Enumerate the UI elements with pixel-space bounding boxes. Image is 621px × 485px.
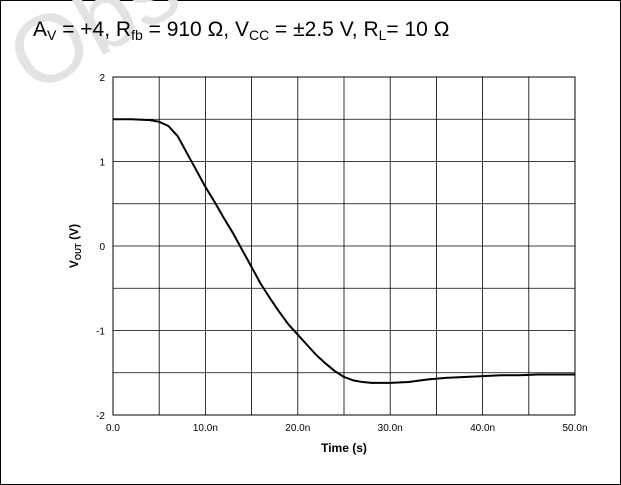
y-axis-title-main: V — [67, 260, 81, 268]
grid-lines — [112, 76, 576, 416]
x-tick-label: 40.0n — [470, 423, 495, 434]
y-tick-label: -1 — [96, 327, 105, 338]
y-tick-label: 0 — [99, 242, 105, 253]
y-tick-label: -2 — [96, 411, 105, 422]
title-av-label: A — [33, 18, 48, 41]
title-rfb-sub: fb — [131, 27, 143, 43]
y-tick-labels: -2 -1 0 1 2 — [96, 73, 105, 422]
chart-title: AV = +4, Rfb = 910 Ω, VCC = ±2.5 V, RL= … — [33, 18, 449, 43]
title-rfb-label: R — [115, 18, 132, 41]
title-rl-label: R — [363, 18, 379, 41]
x-axis-title: Time (s) — [321, 441, 367, 455]
y-axis-title: VOUT (V) — [67, 224, 83, 268]
y-tick-label: 1 — [99, 158, 105, 169]
y-axis-title-sub: OUT — [74, 243, 83, 260]
x-tick-label: 20.0n — [285, 423, 310, 434]
series-layer — [113, 118, 575, 384]
x-tick-labels: 0.0 10.0n 20.0n 30.0n 40.0n 50.0n — [106, 423, 587, 434]
x-tick-label: 30.0n — [378, 423, 403, 434]
title-av-value: = +4, — [56, 18, 116, 41]
x-tick-label: 10.0n — [193, 423, 218, 434]
series-line — [113, 118, 575, 384]
title-vcc-sub: CC — [248, 27, 270, 43]
title-rl-value: = 10 Ω — [386, 18, 450, 41]
y-axis-title-unit: (V) — [67, 224, 81, 243]
title-vcc-value: = ±2.5 V, — [269, 18, 364, 41]
title-vcc-label: V — [234, 18, 249, 41]
title-rl-sub: L — [378, 27, 387, 43]
title-rfb-value: = 910 Ω, — [142, 18, 235, 41]
y-tick-label: 2 — [99, 73, 105, 84]
x-tick-label: 50.0n — [562, 423, 587, 434]
title-av-sub: V — [47, 27, 57, 43]
plot-area-border — [112, 76, 576, 416]
x-tick-label: 0.0 — [106, 423, 120, 434]
